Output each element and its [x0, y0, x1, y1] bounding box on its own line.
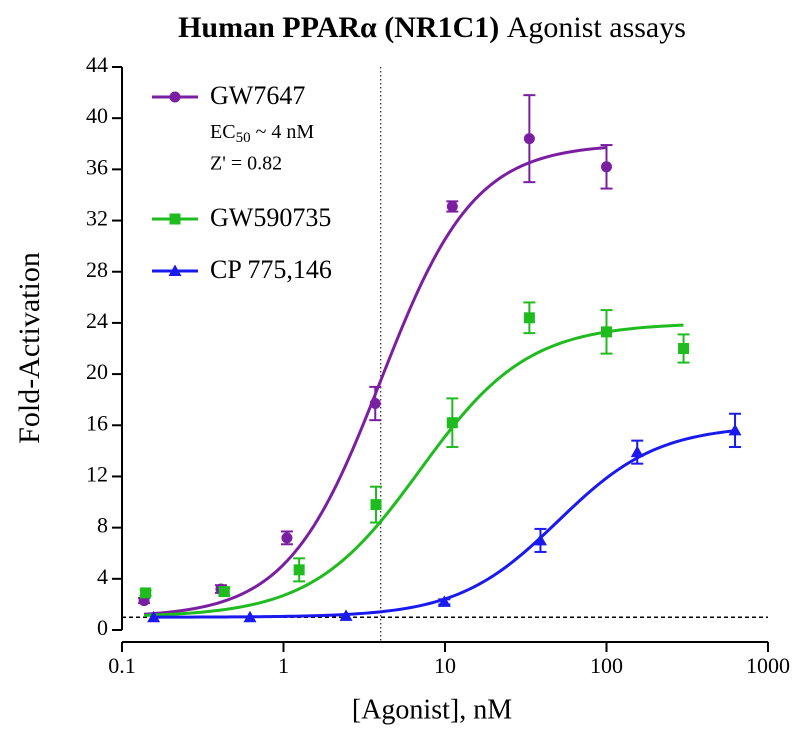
marker	[533, 533, 547, 546]
marker	[523, 133, 535, 145]
y-tick-label: 20	[86, 359, 108, 384]
annotation-part: EC	[210, 121, 236, 143]
y-tick-label: 36	[86, 154, 108, 179]
annotation-subscript: 50	[236, 130, 251, 146]
marker	[678, 343, 690, 354]
marker	[218, 586, 230, 598]
annotation: EC50 ~ 4 nM	[210, 121, 314, 147]
marker	[728, 423, 742, 436]
annotation-part: ~ 4 nM	[251, 121, 315, 143]
marker	[169, 213, 181, 225]
marker	[437, 595, 451, 607]
marker	[147, 610, 161, 623]
title-bold: Human PPARα (NR1C1)	[178, 11, 499, 44]
marker	[523, 312, 535, 324]
y-tick-label: 44	[86, 52, 108, 77]
y-tick-label: 24	[86, 308, 108, 333]
x-tick-label: 1	[278, 653, 289, 678]
marker	[293, 564, 305, 576]
y-axis-label: Fold-Activation	[13, 252, 46, 444]
marker	[601, 161, 612, 173]
y-tick-label: 4	[97, 564, 108, 589]
marker	[168, 264, 182, 276]
fit-curve	[144, 323, 684, 617]
legend-label: GW590735	[210, 203, 331, 232]
marker	[446, 417, 458, 429]
marker	[370, 499, 382, 511]
y-tick-label: 16	[86, 410, 108, 435]
y-tick-label: 32	[86, 206, 108, 231]
marker	[601, 326, 612, 338]
marker	[446, 200, 458, 212]
marker	[369, 398, 381, 410]
marker	[243, 610, 257, 623]
y-tick-label: 12	[86, 462, 108, 487]
x-axis-label: [Agonist], nM	[352, 694, 512, 725]
marker	[169, 91, 181, 103]
marker	[630, 445, 644, 458]
x-tick-label: 100	[590, 653, 623, 678]
marker	[140, 587, 152, 599]
x-tick-label: 1000	[746, 653, 790, 678]
y-tick-label: 40	[86, 103, 108, 128]
legend-label: CP 775,146	[210, 255, 332, 284]
marker	[281, 532, 293, 544]
chart-title: Human PPARα (NR1C1) Agonist assays	[178, 11, 686, 44]
y-tick-label: 0	[97, 615, 108, 640]
y-tick-label: 8	[97, 513, 108, 538]
y-tick-label: 28	[86, 257, 108, 282]
legend-label: GW7647	[210, 81, 305, 110]
title-rest: Agonist assays	[507, 11, 686, 44]
x-tick-label: 10	[434, 653, 456, 678]
fit-curve	[153, 429, 736, 619]
annotation: Z' = 0.82	[210, 153, 282, 175]
marker	[339, 609, 353, 621]
x-tick-label: 0.1	[108, 653, 136, 678]
